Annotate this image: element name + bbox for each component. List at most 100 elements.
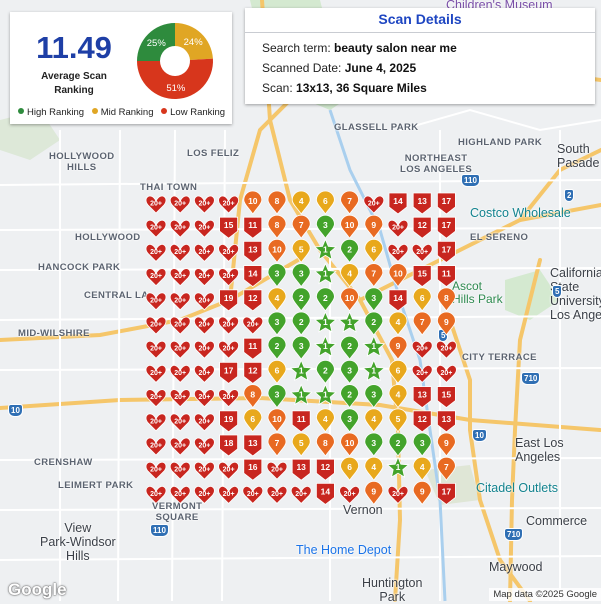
rank-marker[interactable]: 9 (436, 311, 456, 336)
rank-marker[interactable]: 8 (243, 384, 263, 409)
rank-marker[interactable]: 9 (364, 214, 384, 239)
rank-marker[interactable]: 20+ (145, 268, 167, 287)
rank-marker[interactable]: 11 (243, 337, 263, 360)
rank-marker[interactable]: 17 (437, 192, 456, 215)
rank-marker[interactable]: 2 (364, 311, 384, 336)
rank-marker[interactable]: 3 (412, 432, 432, 457)
rank-marker[interactable]: 4 (267, 287, 287, 312)
rank-marker[interactable]: 13 (412, 192, 432, 215)
rank-marker[interactable]: 20+ (218, 486, 239, 504)
rank-marker[interactable]: 20+ (145, 316, 167, 335)
rank-marker[interactable]: 20+ (145, 461, 167, 480)
rank-marker[interactable]: 11 (437, 265, 456, 288)
rank-marker[interactable]: 9 (412, 481, 432, 506)
rank-marker[interactable]: 11 (291, 410, 311, 433)
rank-marker[interactable]: 14 (388, 289, 408, 312)
rank-marker[interactable]: 20+ (194, 486, 215, 504)
rank-marker[interactable]: 20+ (290, 486, 312, 504)
rank-marker[interactable]: 7 (412, 311, 432, 336)
label-home-depot[interactable]: The Home Depot (296, 543, 392, 557)
rank-marker[interactable]: 20+ (169, 292, 191, 311)
rank-marker[interactable]: 13 (437, 410, 456, 433)
rank-marker[interactable]: 1 (313, 335, 337, 357)
rank-marker[interactable]: 10 (340, 287, 360, 312)
rank-marker[interactable]: 17 (437, 483, 456, 505)
rank-marker[interactable]: 2 (291, 311, 311, 336)
rank-marker[interactable]: 6 (340, 456, 360, 481)
rank-marker[interactable]: 4 (364, 408, 384, 433)
rank-marker[interactable]: 20+ (194, 292, 215, 311)
rank-marker[interactable]: 3 (364, 384, 384, 409)
rank-marker[interactable]: 20+ (218, 389, 239, 408)
rank-marker[interactable]: 3 (340, 360, 360, 385)
rank-marker[interactable]: 20+ (194, 244, 215, 262)
rank-marker[interactable]: 3 (315, 214, 335, 239)
rank-marker[interactable]: 2 (340, 384, 360, 409)
rank-marker[interactable]: 20+ (411, 340, 433, 359)
rank-marker[interactable]: 12 (412, 410, 432, 433)
rank-marker[interactable]: 20+ (194, 268, 215, 287)
rank-marker[interactable]: 19 (219, 289, 238, 312)
rank-marker[interactable]: 6 (388, 360, 408, 385)
rank-marker[interactable]: 1 (362, 335, 386, 357)
rank-marker[interactable]: 6 (364, 239, 384, 264)
rank-marker[interactable]: 20+ (363, 195, 385, 214)
rank-marker[interactable]: 3 (364, 287, 384, 312)
rank-marker[interactable]: 20+ (218, 461, 239, 480)
rank-marker[interactable]: 20+ (145, 389, 167, 408)
rank-marker[interactable]: 20+ (145, 365, 167, 383)
rank-marker[interactable]: 20+ (145, 486, 167, 504)
rank-marker[interactable]: 20+ (436, 340, 457, 359)
rank-marker[interactable]: 14 (316, 483, 335, 505)
rank-marker[interactable]: 6 (315, 190, 335, 215)
label-costco[interactable]: Costco Wholesale (470, 206, 571, 220)
rank-marker[interactable]: 13 (243, 241, 263, 263)
rank-marker[interactable]: 14 (243, 265, 263, 288)
rank-marker[interactable]: 12 (412, 216, 432, 239)
rank-marker[interactable]: 17 (437, 216, 456, 239)
rank-marker[interactable]: 5 (388, 408, 408, 433)
rank-marker[interactable]: 20+ (169, 316, 191, 335)
rank-marker[interactable]: 20+ (411, 244, 433, 262)
rank-marker[interactable]: 20+ (145, 195, 167, 214)
rank-marker[interactable]: 17 (437, 241, 456, 263)
rank-marker[interactable]: 12 (316, 458, 335, 481)
rank-marker[interactable]: 1 (313, 238, 337, 261)
rank-marker[interactable]: 3 (340, 408, 360, 433)
rank-marker[interactable]: 20+ (169, 437, 191, 456)
rank-marker[interactable]: 3 (267, 311, 287, 336)
rank-marker[interactable]: 2 (340, 239, 360, 264)
rank-marker[interactable]: 13 (243, 434, 263, 457)
rank-marker[interactable]: 8 (267, 214, 287, 239)
rank-marker[interactable]: 20+ (218, 244, 239, 262)
rank-marker[interactable]: 3 (364, 432, 384, 457)
rank-marker[interactable]: 20+ (169, 195, 191, 214)
rank-marker[interactable]: 20+ (145, 292, 167, 311)
rank-marker[interactable]: 20+ (242, 486, 264, 504)
rank-marker[interactable]: 20+ (266, 486, 288, 504)
rank-marker[interactable]: 20+ (194, 389, 215, 408)
rank-marker[interactable]: 8 (315, 432, 335, 457)
rank-marker[interactable]: 11 (243, 216, 263, 239)
rank-marker[interactable]: 20+ (169, 413, 191, 432)
rank-marker[interactable]: 14 (388, 192, 408, 215)
rank-marker[interactable]: 5 (291, 432, 311, 457)
rank-marker[interactable]: 10 (243, 190, 263, 215)
rank-marker[interactable]: 8 (436, 287, 456, 312)
rank-marker[interactable]: 1 (289, 359, 313, 382)
rank-marker[interactable]: 1 (313, 383, 337, 406)
rank-marker[interactable]: 16 (243, 458, 263, 481)
rank-marker[interactable]: 20+ (194, 413, 215, 432)
rank-marker[interactable]: 20+ (169, 340, 191, 359)
rank-marker[interactable]: 20+ (145, 437, 167, 456)
rank-marker[interactable]: 20+ (218, 268, 239, 287)
rank-marker[interactable]: 4 (291, 190, 311, 215)
rank-marker[interactable]: 4 (340, 263, 360, 288)
rank-marker[interactable]: 1 (386, 456, 410, 478)
rank-marker[interactable]: 4 (388, 311, 408, 336)
rank-marker[interactable]: 2 (340, 335, 360, 360)
rank-marker[interactable]: 20+ (194, 195, 215, 214)
rank-marker[interactable]: 3 (291, 263, 311, 288)
map-attribution[interactable]: Map data ©2025 Google (489, 588, 601, 601)
rank-marker[interactable]: 10 (340, 432, 360, 457)
